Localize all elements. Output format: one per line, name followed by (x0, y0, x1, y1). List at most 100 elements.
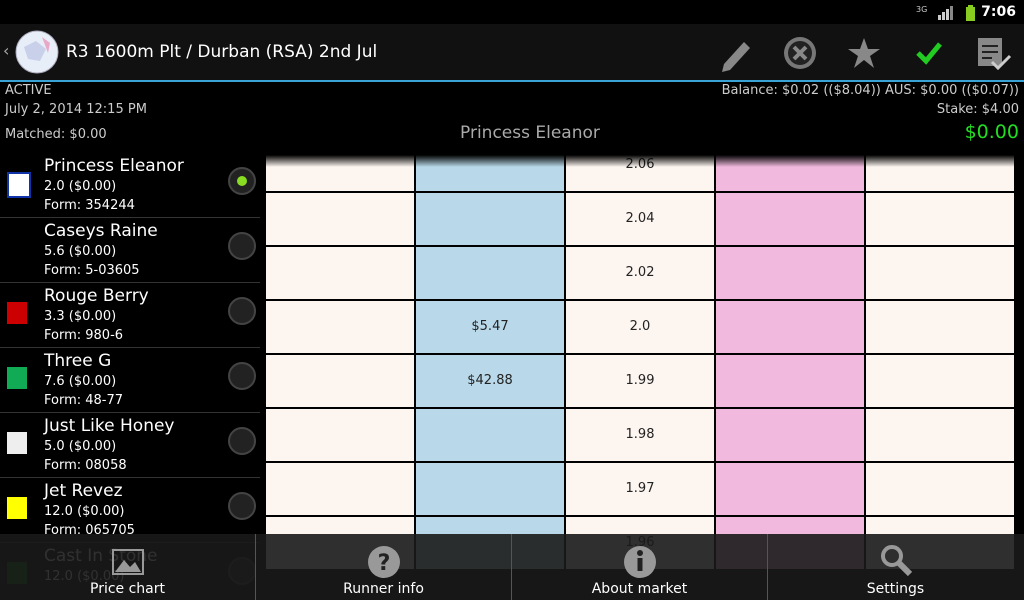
button-icon (612, 540, 668, 580)
ladder-cell[interactable] (716, 355, 864, 407)
back-amount[interactable]: $42.88 (416, 355, 564, 407)
button-label: Runner info (343, 581, 424, 597)
selected-runner: Princess Eleanor (460, 123, 600, 143)
ladder-cell[interactable] (416, 409, 564, 461)
market-state: ACTIVE (5, 83, 52, 98)
runner-list: Princess Eleanor 2.0 ($0.00) Form: 354244 C… (0, 152, 262, 600)
runner-row[interactable]: Three G 7.6 ($0.00) Form: 48-77 (0, 347, 260, 413)
bottom-button[interactable]: About market (512, 534, 768, 600)
status-icons (938, 5, 975, 21)
confirm-button[interactable] (916, 42, 942, 65)
ladder-cell[interactable] (266, 301, 414, 353)
icon (881, 545, 913, 577)
runner-odds: 5.0 ($0.00) (44, 439, 117, 454)
app-icon (15, 30, 59, 74)
radio-button[interactable] (228, 232, 256, 260)
silks (7, 367, 27, 389)
icon: ? (368, 546, 400, 578)
price[interactable]: 1.98 (566, 409, 714, 461)
button-label: About market (591, 581, 688, 597)
stake: Stake: $4.00 (936, 102, 1019, 117)
button-label: Settings (866, 581, 925, 597)
runner-odds: 3.3 ($0.00) (44, 309, 117, 324)
profit: $0.00 (964, 121, 1019, 143)
ladder-cell[interactable] (266, 355, 414, 407)
ladder-cell[interactable] (716, 301, 864, 353)
ladder-cell[interactable] (716, 193, 864, 245)
matched: Matched: $0.00 (5, 127, 107, 142)
ladder-cell[interactable] (416, 247, 564, 299)
icon (112, 549, 144, 575)
silks (7, 172, 31, 198)
ladder-cell[interactable] (266, 247, 414, 299)
ladder-cell[interactable] (416, 463, 564, 515)
radio-button[interactable] (228, 362, 256, 390)
price[interactable]: 1.97 (566, 463, 714, 515)
bottom-bar: Price chart? Runner info About market Setti… (0, 534, 1024, 600)
ladder-cell[interactable] (716, 409, 864, 461)
silks (7, 302, 27, 324)
ladder-cell[interactable] (716, 463, 864, 515)
icon (624, 546, 656, 578)
svg-text:?: ? (378, 551, 391, 576)
radio-button[interactable] (228, 492, 256, 520)
ladder-cell[interactable] (266, 409, 414, 461)
runner-form: Form: 48-77 (44, 393, 124, 408)
runner-name: Caseys Raine (44, 221, 158, 241)
balance: Balance: $0.02 (($8.04)) AUS: $0.00 (($0… (721, 83, 1019, 98)
runner-odds: 2.0 ($0.00) (44, 179, 117, 194)
bottom-button[interactable]: ? Runner info (256, 534, 512, 600)
back-amount[interactable]: $5.47 (416, 301, 564, 353)
ladder-cell[interactable] (866, 193, 1014, 245)
runner-row[interactable]: Just Like Honey 5.0 ($0.00) Form: 08058 (0, 412, 260, 478)
button-icon (100, 540, 156, 580)
ladder-cell[interactable] (266, 463, 414, 515)
ladder-shadow (266, 155, 1016, 167)
runner-form: Form: 5-03605 (44, 263, 140, 278)
price-ladder: 2.062.042.02$5.472.0$42.881.991.981.971.… (266, 155, 1016, 600)
runner-form: Form: 354244 (44, 198, 135, 213)
runner-odds: 5.6 ($0.00) (44, 244, 117, 259)
ladder-cell[interactable] (866, 355, 1014, 407)
radio-button[interactable] (228, 167, 256, 195)
network: 3G (916, 5, 928, 14)
ladder-cell[interactable] (866, 409, 1014, 461)
runner-row[interactable]: Caseys Raine 5.6 ($0.00) Form: 5-03605 (0, 217, 260, 283)
button-icon (868, 540, 924, 580)
bets-button[interactable] (978, 38, 1012, 71)
edit-button[interactable] (722, 42, 750, 72)
radio-button[interactable] (228, 427, 256, 455)
price[interactable]: 2.02 (566, 247, 714, 299)
title: R3 1600m Plt / Durban (RSA) 2nd Jul (66, 42, 378, 62)
back-button[interactable]: ‹ (3, 41, 10, 60)
ladder-cell[interactable] (716, 247, 864, 299)
price[interactable]: 2.04 (566, 193, 714, 245)
button-label: Price chart (90, 581, 165, 597)
runner-odds: 12.0 ($0.00) (44, 504, 125, 519)
button-icon: ? (356, 540, 412, 580)
ladder-cell[interactable] (416, 193, 564, 245)
runner-form: Form: 980-6 (44, 328, 124, 343)
action-bar: ‹ R3 1600m Plt / Durban (RSA) 2nd Jul (0, 24, 1024, 82)
bottom-button[interactable]: Price chart (0, 534, 256, 600)
action-icons (722, 37, 1012, 72)
runner-row[interactable]: Rouge Berry 3.3 ($0.00) Form: 980-6 (0, 282, 260, 348)
status-bar: 3G 7:06 (0, 0, 1024, 24)
clock: 7:06 (981, 4, 1016, 20)
silks (7, 497, 27, 519)
ladder-cell[interactable] (866, 247, 1014, 299)
runner-row[interactable]: Princess Eleanor 2.0 ($0.00) Form: 354244 (0, 152, 260, 218)
favorite-button[interactable] (848, 38, 880, 68)
market-date: July 2, 2014 12:15 PM (5, 102, 147, 117)
price[interactable]: 2.0 (566, 301, 714, 353)
ladder-cell[interactable] (866, 463, 1014, 515)
cancel-button[interactable] (784, 37, 816, 69)
bottom-button[interactable]: Settings (768, 534, 1023, 600)
price[interactable]: 1.99 (566, 355, 714, 407)
ladder-cell[interactable] (266, 193, 414, 245)
silks (7, 432, 27, 454)
radio-button[interactable] (228, 297, 256, 325)
radio-dot (237, 176, 247, 186)
ladder-cell[interactable] (866, 301, 1014, 353)
